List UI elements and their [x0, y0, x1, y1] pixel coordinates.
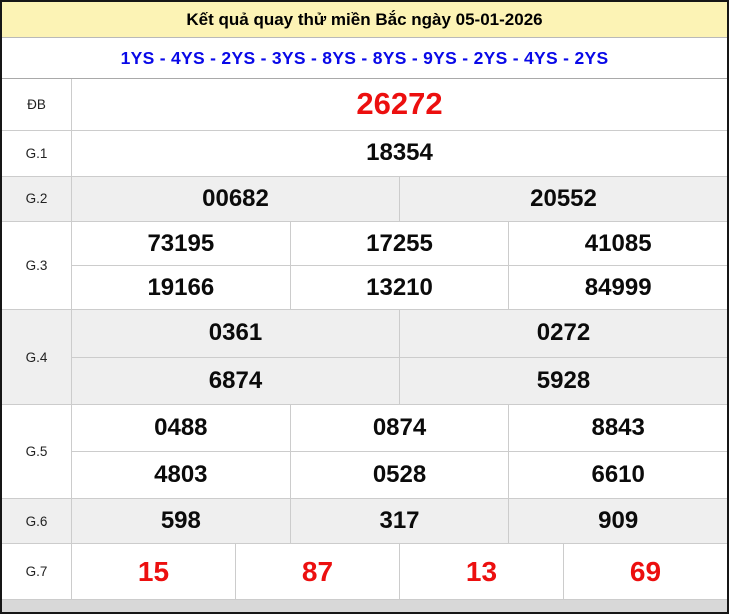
prize-row-g4: G.4 0361 0272 6874 5928	[2, 310, 727, 406]
prize-number: 4803	[154, 461, 208, 489]
prize-row-g1: G.1 18354	[2, 130, 727, 177]
prize-cells: 0361 0272 6874 5928	[72, 310, 727, 405]
prize-number: 18354	[366, 139, 433, 167]
prize-cells: 0488 0874 8843 4803 0528 6610	[72, 405, 727, 499]
prize-number: 26272	[356, 86, 443, 122]
title-bar: Kết quả quay thử miền Bắc ngày 05-01-202…	[2, 2, 727, 38]
prize-number: 69	[563, 544, 727, 599]
prize-number: 0874	[289, 405, 509, 452]
prize-number: 13210	[289, 266, 509, 310]
prize-label: G.7	[2, 544, 72, 599]
prize-number: 8843	[508, 405, 727, 452]
prize-number: 41085	[508, 222, 727, 266]
prize-cells: 26272	[72, 79, 727, 130]
prize-number: 15	[137, 555, 170, 587]
prize-number: 6874	[208, 366, 263, 394]
prize-number: 20552	[399, 176, 727, 221]
prize-row-g2: G.2 00682 20552	[2, 176, 727, 222]
prize-cells: 18354	[72, 131, 727, 176]
sequence-text: 1YS - 4YS - 2YS - 3YS - 8YS - 8YS - 9YS …	[120, 47, 609, 68]
prize-number: 00682	[202, 184, 269, 212]
prize-number: 0361	[208, 319, 263, 347]
prize-label: G.6	[2, 499, 72, 544]
prize-cells: 598 317 909	[72, 499, 727, 544]
page-title: Kết quả quay thử miền Bắc ngày 05-01-202…	[186, 9, 543, 29]
prize-label: G.3	[2, 222, 72, 310]
prize-label: G.5	[2, 405, 72, 499]
prize-cells: 73195 17255 41085 19166 13210 84999	[72, 222, 727, 310]
prize-label: ĐB	[2, 79, 72, 130]
prize-row-g3: G.3 73195 17255 41085 19166 13210 84999	[2, 222, 727, 311]
prize-number: 73195	[147, 229, 215, 257]
prize-number: 17255	[289, 222, 509, 266]
prize-number: 317	[289, 499, 509, 544]
prize-line: 0488 0874 8843	[72, 405, 727, 452]
prize-row-g7: G.7 15 87 13 69	[2, 544, 727, 600]
prize-number: 0272	[399, 310, 727, 357]
prize-row-g6: G.6 598 317 909	[2, 499, 727, 545]
prize-line: 18354	[72, 131, 727, 176]
prize-line: 19166 13210 84999	[72, 265, 727, 310]
prize-label: G.1	[2, 130, 72, 176]
prize-line: 26272	[72, 79, 727, 130]
prize-line: 15 87 13 69	[72, 544, 727, 599]
prize-cells: 00682 20552	[72, 176, 727, 221]
prize-number: 598	[160, 507, 201, 535]
results-table: ĐB 26272 G.1 18354 G.2 00682 20552 G.3 73195 1725…	[2, 79, 727, 600]
footer-strip	[2, 600, 727, 612]
prize-number: 6610	[508, 452, 727, 499]
prize-row-g5: G.5 0488 0874 8843 4803 0528 6610	[2, 405, 727, 500]
prize-cells: 15 87 13 69	[72, 544, 727, 599]
prize-line: 6874 5928	[72, 356, 727, 405]
prize-number: 87	[235, 544, 399, 599]
prize-label: G.4	[2, 310, 72, 405]
sequence-bar: 1YS - 4YS - 2YS - 3YS - 8YS - 8YS - 9YS …	[2, 38, 727, 79]
prize-line: 0361 0272	[72, 310, 727, 357]
prize-line: 4803 0528 6610	[72, 451, 727, 499]
prize-number: 84999	[508, 266, 727, 310]
prize-number: 909	[508, 499, 727, 544]
prize-line: 598 317 909	[72, 499, 727, 544]
prize-line: 00682 20552	[72, 176, 727, 221]
prize-number: 13	[399, 544, 563, 599]
prize-row-đb: ĐB 26272	[2, 79, 727, 131]
prize-number: 19166	[147, 273, 215, 301]
prize-number: 0528	[289, 452, 509, 499]
prize-number: 0488	[154, 414, 208, 442]
prize-label: G.2	[2, 176, 72, 221]
prize-line: 73195 17255 41085	[72, 222, 727, 266]
prize-number: 5928	[399, 357, 727, 405]
